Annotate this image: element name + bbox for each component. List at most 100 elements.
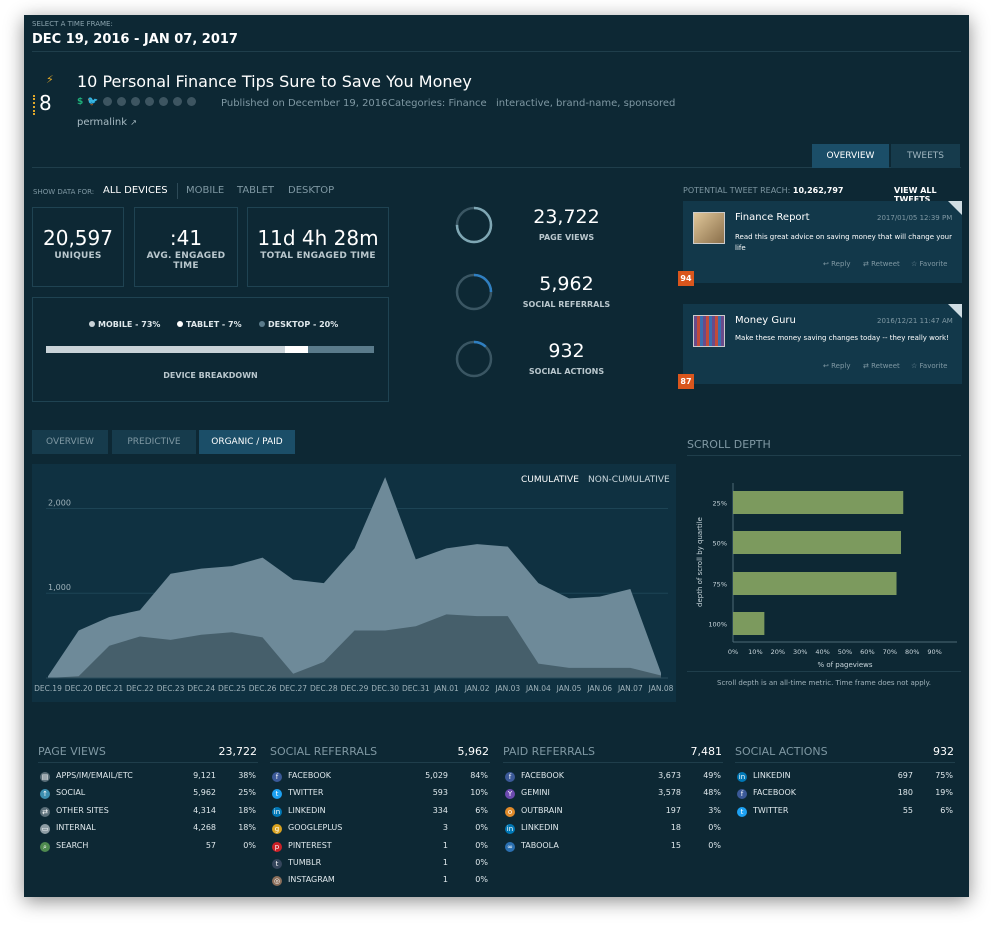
twitter-corner-icon: [948, 304, 962, 318]
row-count: 57: [205, 840, 216, 850]
row-name: LINKEDIN: [288, 805, 326, 815]
tweet-card[interactable]: Money Guru 2016/12/21 11:47 AM Make thes…: [683, 304, 962, 384]
retweet-button[interactable]: ⇄ Retweet: [863, 362, 900, 370]
favorite-button[interactable]: ☆ Favorite: [911, 260, 948, 268]
x-tick-label: DEC.19: [34, 684, 62, 693]
permalink-link[interactable]: permalink ↗: [77, 117, 137, 128]
table-row[interactable]: p PINTEREST 1 0%: [272, 840, 490, 857]
tab-tweets[interactable]: TWEETS: [891, 144, 960, 168]
y-tick-label: 100%: [708, 621, 727, 629]
tab-overview[interactable]: OVERVIEW: [812, 144, 889, 168]
y-axis-label: depth of scroll by quartile: [696, 517, 704, 607]
table-row[interactable]: ⇄ OTHER SITES 4,314 18%: [40, 805, 258, 822]
device-option-tablet[interactable]: TABLET: [237, 185, 275, 196]
row-percent: 0%: [475, 823, 488, 833]
device-breakdown-panel: MOBILE - 73% TABLET - 7% DESKTOP - 20% D…: [32, 297, 389, 402]
table-row[interactable]: in LINKEDIN 334 6%: [272, 805, 490, 822]
row-percent: 0%: [708, 840, 721, 850]
uniques-value: 20,597: [43, 226, 113, 250]
row-name: TUMBLR: [288, 858, 322, 867]
chart-tab-predictive[interactable]: PREDICTIVE: [112, 430, 196, 454]
tweet-author[interactable]: Money Guru: [735, 315, 796, 326]
non-cumulative-toggle[interactable]: NON-CUMULATIVE: [588, 475, 670, 485]
table-row[interactable]: ⌕ SEARCH 57 0%: [40, 840, 258, 857]
table-row[interactable]: t TUMBLR 1 0%: [272, 857, 490, 874]
row-count: 1: [442, 840, 448, 850]
row-percent: 18%: [238, 805, 256, 815]
table-row[interactable]: f FACEBOOK 180 19%: [737, 787, 955, 804]
circle-metric-label: SOCIAL REFERRALS: [522, 300, 611, 309]
x-tick-label: JAN.02: [464, 684, 490, 693]
x-tick-label: 90%: [927, 648, 941, 656]
tweet-reach-value: 10,262,797: [792, 186, 844, 195]
row-name: LINKEDIN: [753, 771, 791, 780]
date-range-selector[interactable]: DEC 19, 2016 - JAN 07, 2017: [32, 32, 238, 47]
outbrain-icon: o: [505, 806, 515, 817]
row-percent: 0%: [475, 858, 488, 867]
progress-arc: [455, 206, 493, 244]
progress-ring: [455, 273, 493, 311]
progress-arc: [455, 340, 493, 378]
table-row[interactable]: t TWITTER 593 10%: [272, 787, 490, 804]
tweet-reach-label: POTENTIAL TWEET REACH: 10,262,797: [683, 186, 844, 195]
tablet-segment: [285, 346, 309, 353]
table-row[interactable]: t TWITTER 55 6%: [737, 805, 955, 822]
row-percent: 49%: [703, 771, 721, 780]
table-row[interactable]: ▤ APPS/IM/EMAIL/ETC 9,121 38%: [40, 770, 258, 787]
x-tick-label: DEC.22: [126, 684, 154, 693]
table-row[interactable]: o OUTBRAIN 197 3%: [505, 805, 723, 822]
table-row[interactable]: ◎ INSTAGRAM 1 0%: [272, 874, 490, 891]
circle-metric-label: PAGE VIEWS: [538, 233, 595, 242]
x-tick-label: 80%: [905, 648, 919, 656]
table-row[interactable]: ↑ SOCIAL 5,962 25%: [40, 787, 258, 804]
chart-tab-overview[interactable]: OVERVIEW: [32, 430, 108, 454]
view-all-tweets-link[interactable]: VIEW ALL TWEETS: [894, 186, 937, 204]
linkedin-icon: in: [737, 772, 747, 782]
cumulative-toggle[interactable]: CUMULATIVE: [521, 475, 579, 485]
row-count: 9,121: [193, 771, 216, 780]
table-row[interactable]: Y GEMINI 3,578 48%: [505, 787, 723, 804]
device-option-desktop[interactable]: DESKTOP: [288, 185, 335, 196]
row-name: GOOGLEPLUS: [288, 823, 343, 833]
tweet-card[interactable]: Finance Report 2017/01/05 12:39 PM Read …: [683, 201, 962, 283]
uniques-label: UNIQUES: [54, 251, 102, 261]
chart-tab-organic-paid[interactable]: ORGANIC / PAID: [199, 430, 295, 454]
table-row[interactable]: in LINKEDIN 18 0%: [505, 822, 723, 839]
social-icons: $ 🐦: [77, 97, 201, 107]
x-tick-label: 0%: [728, 648, 738, 656]
row-percent: 48%: [703, 788, 721, 798]
mobile-segment: [46, 346, 286, 353]
row-name: TWITTER: [288, 788, 324, 798]
row-count: 697: [897, 771, 913, 780]
reply-button[interactable]: ↩ Reply: [823, 260, 851, 268]
x-tick-label: JAN.03: [494, 684, 520, 693]
row-count: 334: [432, 805, 448, 815]
x-tick-label: DEC.24: [187, 684, 215, 693]
y-tick-label: 25%: [713, 500, 727, 508]
tweet-score-badge: 94: [678, 271, 694, 286]
tweet-author[interactable]: Finance Report: [735, 212, 810, 223]
reply-button[interactable]: ↩ Reply: [823, 362, 851, 370]
scroll-depth-bar: [733, 612, 765, 635]
desktop-segment: [308, 346, 374, 353]
device-option-mobile[interactable]: MOBILE: [186, 185, 225, 196]
row-count: 18: [670, 823, 681, 833]
circle-metric-label: SOCIAL ACTIONS: [528, 367, 605, 376]
device-option-all[interactable]: ALL DEVICES: [103, 185, 168, 196]
x-tick-label: JAN.04: [525, 684, 551, 693]
article-tags: interactive, brand-name, sponsored: [496, 98, 676, 109]
article-score: 8: [39, 91, 52, 115]
table-row[interactable]: ▭ INTERNAL 4,268 18%: [40, 822, 258, 839]
table-row[interactable]: in LINKEDIN 697 75%: [737, 770, 955, 787]
progress-arc: [455, 273, 493, 311]
table-row[interactable]: ∞ TABOOLA 15 0%: [505, 840, 723, 857]
x-tick-label: DEC.28: [310, 684, 338, 693]
table-row[interactable]: f FACEBOOK 5,029 84%: [272, 770, 490, 787]
table-row[interactable]: f FACEBOOK 3,673 49%: [505, 770, 723, 787]
row-percent: 10%: [470, 788, 488, 798]
table-total: 932: [933, 745, 954, 758]
favorite-button[interactable]: ☆ Favorite: [911, 362, 948, 370]
retweet-button[interactable]: ⇄ Retweet: [863, 260, 900, 268]
scroll-depth-chart: 25% 50% 75% 100% 0% 10% 20% 30% 40% 50% 60% 70% 80% 9…: [696, 483, 957, 669]
table-row[interactable]: g GOOGLEPLUS 3 0%: [272, 822, 490, 839]
